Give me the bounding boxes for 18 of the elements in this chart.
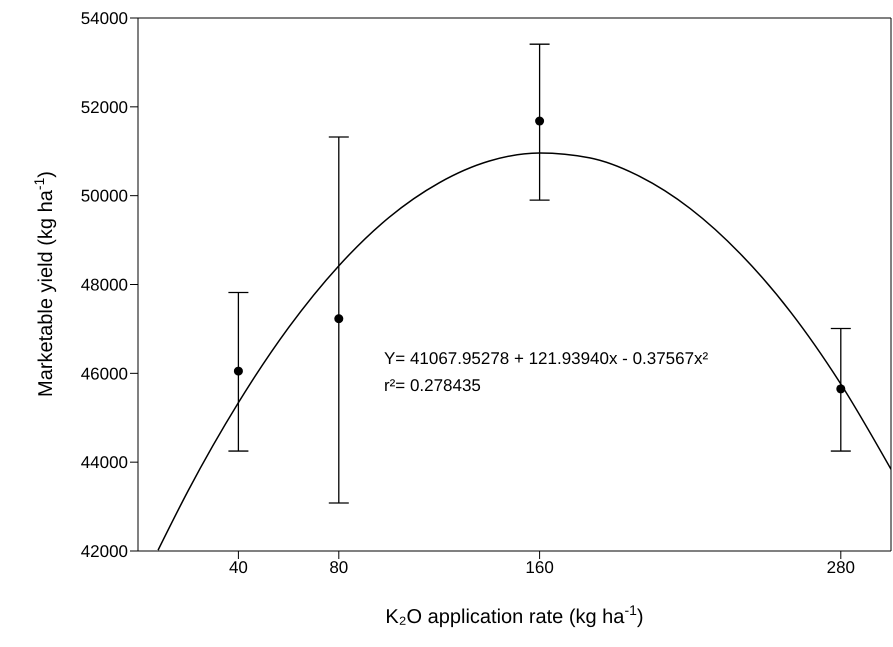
annotation: r²= 0.278435 xyxy=(384,376,481,396)
point xyxy=(836,384,846,394)
x-axis-title: K₂O application rate (kg ha$^{-1}$) xyxy=(385,602,644,628)
y-tick-label: 52000 xyxy=(80,98,128,117)
point xyxy=(334,314,344,324)
x-tick-label: 40 xyxy=(228,558,248,578)
x-tick-label: 160 xyxy=(525,558,554,578)
annotation: Y= 41067.95278 + 121.93940x - 0.37567x² xyxy=(384,349,709,368)
y-tick-label: 46000 xyxy=(80,364,128,384)
y-tick-label: 42000 xyxy=(80,542,128,562)
x-tick-label: 280 xyxy=(826,558,855,578)
y-tick-label: 44000 xyxy=(80,453,128,472)
point xyxy=(535,116,544,126)
y-tick-label: 48000 xyxy=(80,276,128,295)
y-tick-label: 50000 xyxy=(80,186,128,206)
x-tick-label: 80 xyxy=(329,558,348,578)
point xyxy=(234,366,243,376)
y-tick-label: 54000 xyxy=(80,9,128,28)
